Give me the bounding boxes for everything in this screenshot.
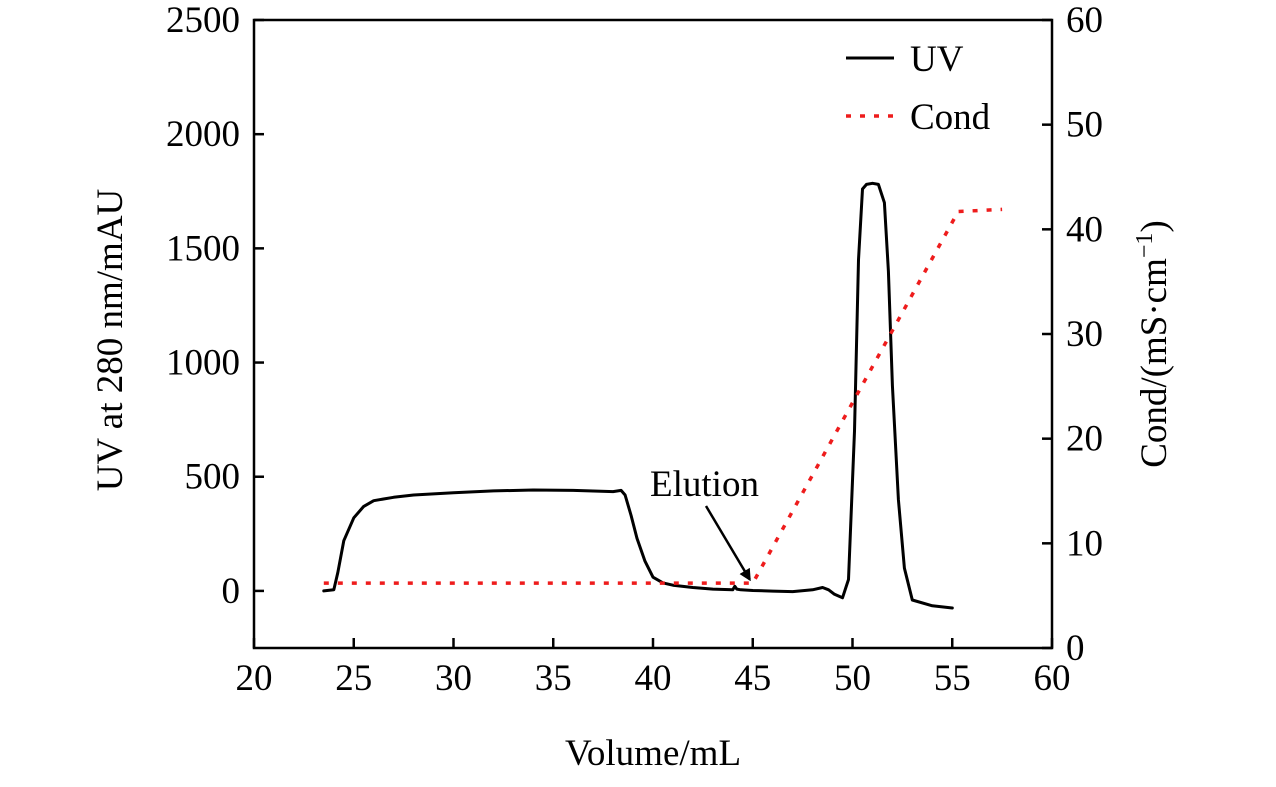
y2-tick-label: 30	[1066, 314, 1103, 355]
x-tick-label: 55	[934, 658, 971, 699]
x-tick-label: 60	[1034, 658, 1071, 699]
y-tick-label: 1000	[166, 343, 240, 384]
y2-tick-label: 40	[1066, 209, 1103, 250]
legend-label-uv: UV	[910, 39, 964, 80]
x-axis-title: Volume/mL	[565, 733, 741, 774]
y2-tick-label: 50	[1066, 105, 1103, 146]
legend-label-cond: Cond	[910, 97, 991, 138]
x-tick-label: 35	[535, 658, 572, 699]
y2-axis-title: Cond/(mS·cm−1)	[1132, 220, 1175, 468]
series-line-cond	[323, 207, 1003, 585]
x-tick-label: 25	[335, 658, 372, 699]
y-tick-label: 2000	[166, 114, 240, 155]
x-tick-label: 50	[834, 658, 871, 699]
series-line-uv	[322, 181, 954, 610]
y-tick-label: 500	[185, 457, 241, 498]
y2-tick-label: 10	[1066, 523, 1103, 564]
y2-tick-label: 20	[1066, 419, 1103, 460]
x-tick-label: 40	[635, 658, 672, 699]
annotation-elution-label: Elution	[650, 464, 759, 505]
x-tick-label: 20	[236, 658, 273, 699]
y-tick-label: 0	[222, 571, 241, 612]
x-tick-label: 45	[734, 658, 771, 699]
y-tick-label: 2500	[166, 0, 240, 41]
y2-axis-title-sup: −1	[1132, 233, 1158, 259]
y2-tick-label: 60	[1066, 0, 1103, 41]
y2-axis-title-main: Cond/(mS·cm	[1134, 258, 1175, 468]
y2-tick-label: 0	[1066, 628, 1085, 669]
x-tick-label: 30	[435, 658, 472, 699]
y-axis-title: UV at 280 nm/mAU	[90, 189, 131, 492]
y2-axis-title-close: )	[1134, 220, 1175, 232]
y-tick-label: 1500	[166, 228, 240, 269]
annotation-arrow	[704, 505, 751, 582]
